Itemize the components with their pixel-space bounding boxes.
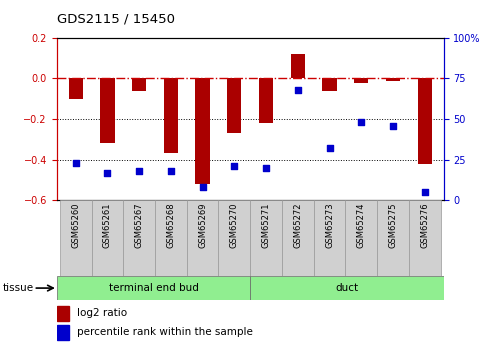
Point	[357, 119, 365, 125]
FancyBboxPatch shape	[250, 200, 282, 276]
Text: GSM65270: GSM65270	[230, 203, 239, 248]
FancyBboxPatch shape	[314, 200, 346, 276]
Bar	[291, 54, 305, 79]
Bar	[354, 79, 368, 82]
Text: terminal end bud: terminal end bud	[108, 283, 198, 293]
Point	[199, 184, 207, 190]
FancyBboxPatch shape	[282, 200, 314, 276]
Text: GSM65261: GSM65261	[103, 203, 112, 248]
Bar	[196, 79, 210, 184]
Text: GSM65268: GSM65268	[167, 203, 176, 248]
FancyBboxPatch shape	[60, 200, 92, 276]
Text: GSM65272: GSM65272	[293, 203, 302, 248]
FancyBboxPatch shape	[346, 200, 377, 276]
Bar	[132, 79, 146, 91]
Text: percentile rank within the sample: percentile rank within the sample	[77, 327, 253, 337]
Point	[72, 160, 80, 166]
Point	[389, 123, 397, 128]
Bar	[164, 79, 178, 154]
Point	[167, 168, 175, 174]
Bar	[386, 79, 400, 80]
FancyBboxPatch shape	[57, 276, 250, 300]
Bar	[227, 79, 242, 133]
Point	[262, 165, 270, 170]
FancyBboxPatch shape	[218, 200, 250, 276]
FancyBboxPatch shape	[92, 200, 123, 276]
FancyBboxPatch shape	[409, 200, 441, 276]
FancyBboxPatch shape	[155, 200, 187, 276]
FancyBboxPatch shape	[187, 200, 218, 276]
Text: GSM65273: GSM65273	[325, 203, 334, 248]
Point	[325, 146, 333, 151]
Bar	[57, 306, 69, 321]
Text: GDS2115 / 15450: GDS2115 / 15450	[57, 13, 175, 26]
Text: GSM65260: GSM65260	[71, 203, 80, 248]
Text: GSM65274: GSM65274	[357, 203, 366, 248]
Point	[421, 189, 428, 195]
Bar	[418, 79, 432, 164]
Bar	[57, 325, 69, 339]
Point	[230, 163, 238, 169]
Text: GSM65275: GSM65275	[388, 203, 397, 248]
Text: log2 ratio: log2 ratio	[77, 308, 127, 318]
Point	[135, 168, 143, 174]
Bar	[69, 79, 83, 99]
FancyBboxPatch shape	[377, 200, 409, 276]
Text: duct: duct	[335, 283, 358, 293]
Bar	[322, 79, 337, 91]
Bar	[259, 79, 273, 123]
FancyBboxPatch shape	[123, 200, 155, 276]
Text: GSM65267: GSM65267	[135, 203, 143, 248]
Point	[294, 87, 302, 92]
Text: tissue: tissue	[2, 283, 34, 293]
Bar	[100, 79, 114, 144]
Text: GSM65276: GSM65276	[420, 203, 429, 248]
Text: GSM65269: GSM65269	[198, 203, 207, 248]
Point	[104, 170, 111, 175]
FancyBboxPatch shape	[250, 276, 444, 300]
Text: GSM65271: GSM65271	[262, 203, 271, 248]
